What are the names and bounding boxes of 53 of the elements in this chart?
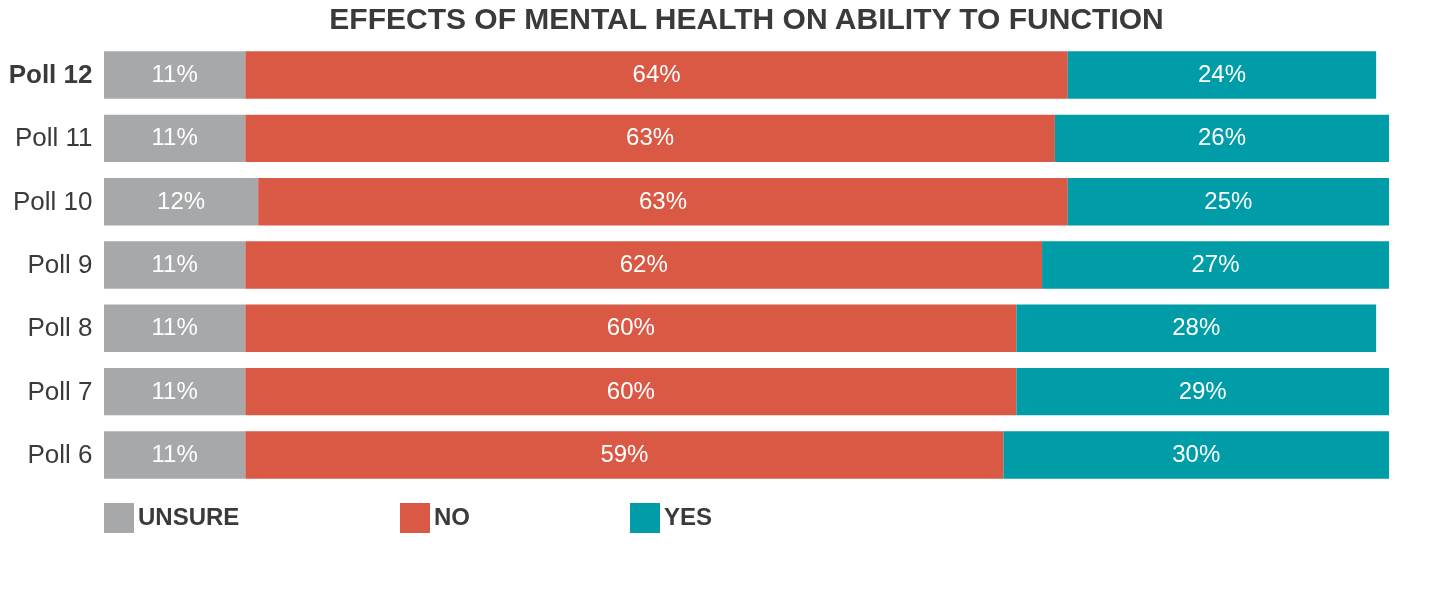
data-label: 27% bbox=[1191, 250, 1240, 277]
bar bbox=[1016, 367, 1389, 416]
bar bbox=[245, 304, 1017, 353]
data-label: 25% bbox=[1204, 186, 1253, 214]
data-label: 11% bbox=[151, 313, 198, 341]
data-label: 60% bbox=[606, 376, 655, 404]
bar bbox=[245, 367, 1017, 416]
bar bbox=[104, 367, 246, 416]
bar bbox=[245, 51, 1068, 99]
data-label: 24% bbox=[1197, 60, 1246, 88]
data-label: 11% bbox=[151, 439, 198, 467]
bar bbox=[1003, 431, 1389, 479]
data-label: 26% bbox=[1197, 123, 1246, 151]
data-label: 59% bbox=[600, 439, 649, 467]
bar bbox=[245, 431, 1004, 479]
chart-title: EFFECTS OF MENTAL HEALTH ON ABILITY TO FUNCTION bbox=[329, 2, 1164, 35]
bar bbox=[258, 177, 1068, 226]
legend-label: UNSURE bbox=[138, 503, 240, 530]
data-label: 11% bbox=[151, 60, 198, 88]
data-label: 60% bbox=[606, 313, 655, 341]
bar bbox=[1067, 51, 1377, 99]
legend-label: YES bbox=[664, 503, 713, 530]
y-tick-label: Poll 12 bbox=[8, 59, 93, 90]
y-tick-label: Poll 11 bbox=[14, 122, 93, 153]
data-label: 63% bbox=[638, 186, 687, 214]
data-label: 63% bbox=[626, 123, 675, 151]
bar bbox=[1067, 177, 1389, 226]
bar bbox=[245, 241, 1043, 289]
data-label: 12% bbox=[157, 186, 206, 214]
bar bbox=[104, 114, 246, 163]
y-tick-label: Poll 6 bbox=[27, 438, 93, 469]
legend-label: NO bbox=[434, 503, 470, 530]
data-label: 11% bbox=[151, 376, 198, 404]
bar bbox=[245, 114, 1055, 163]
data-label: 29% bbox=[1178, 376, 1227, 404]
data-label: 62% bbox=[619, 250, 668, 277]
y-tick-label: Poll 8 bbox=[27, 312, 93, 343]
bar bbox=[1016, 304, 1377, 353]
bar bbox=[104, 431, 246, 479]
y-tick-label: Poll 9 bbox=[27, 249, 93, 279]
bar bbox=[1042, 241, 1389, 289]
bar bbox=[104, 304, 246, 353]
data-label: 11% bbox=[151, 250, 198, 277]
data-label: 11% bbox=[151, 123, 198, 151]
bar bbox=[104, 51, 246, 99]
data-label: 28% bbox=[1172, 313, 1221, 341]
bar bbox=[1054, 114, 1389, 163]
bar bbox=[104, 241, 246, 289]
bar bbox=[104, 177, 259, 226]
y-tick-label: Poll 7 bbox=[27, 375, 93, 406]
y-tick-label: Poll 10 bbox=[13, 185, 93, 216]
data-label: 30% bbox=[1172, 439, 1221, 467]
data-label: 64% bbox=[632, 60, 681, 88]
